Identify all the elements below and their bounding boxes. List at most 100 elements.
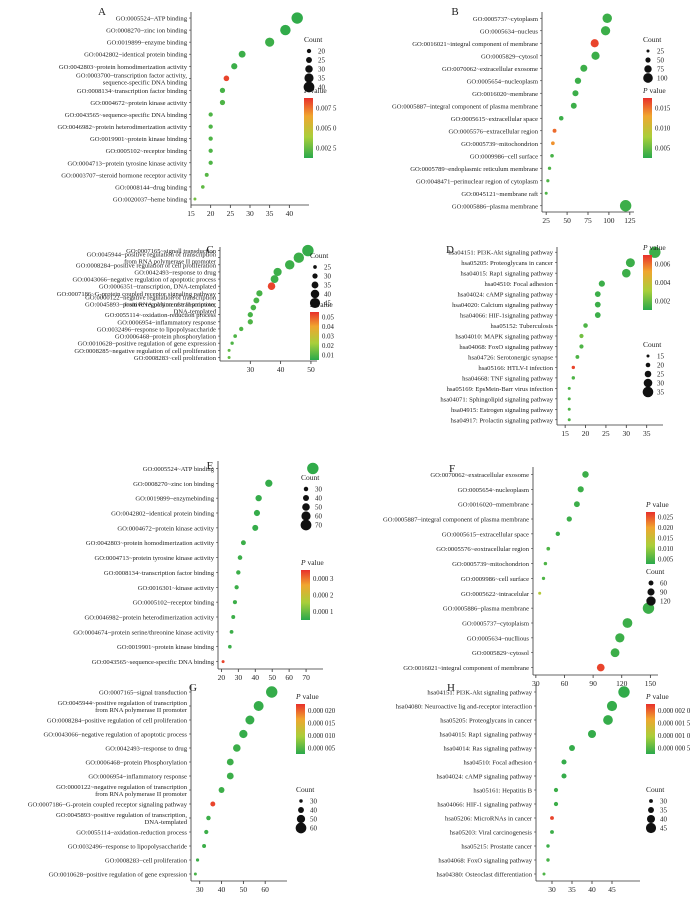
term-label: hsa04066: HIF-1 signaling pathway — [437, 802, 532, 809]
panel-letter: D — [446, 244, 454, 256]
data-point — [610, 648, 620, 658]
data-point — [208, 148, 213, 153]
data-point — [600, 26, 611, 36]
data-point — [574, 77, 582, 84]
data-point — [253, 297, 260, 304]
term-label: GO:0004672~protein kinase activity — [90, 100, 187, 107]
term-label: from RNA polymerase II promoter — [95, 707, 188, 714]
x-tick-label: 40 — [286, 209, 294, 218]
term-label: hsa04066: HIF-1signaling pathway — [460, 313, 554, 320]
term-label: GO:0008134~transcription factor binding — [77, 88, 188, 95]
pvalue-tick-label: 0.01 — [322, 353, 334, 360]
term-label: hsa04015: Rap1 signaling pathway — [461, 271, 554, 278]
term-label: GO:0005886~plasma membrane — [452, 203, 538, 210]
term-label: hsa05205: Proteoglycans in cancer — [440, 718, 533, 725]
count-legend-label: 30 — [315, 486, 323, 494]
term-label: hsa04014: Ras signaling pathway — [444, 746, 533, 753]
term-label: GO:0016301~kinase activity — [138, 585, 215, 592]
pvalue-colorbar — [310, 312, 319, 360]
x-tick-label: 20 — [218, 673, 226, 682]
count-legend-title: Count — [310, 251, 329, 260]
x-tick-label: 35 — [568, 885, 576, 894]
term-label: from RNA polymerase II promoter — [95, 791, 188, 798]
data-point — [567, 418, 571, 422]
count-legend-dot — [295, 822, 307, 834]
pvalue-tick-label: 0.000 020 — [308, 708, 336, 715]
term-label: GO:0019901~protein kinase binding — [90, 136, 188, 143]
pvalue-colorbar — [304, 98, 313, 158]
pvalue-tick-label: 0.05 — [322, 314, 334, 321]
term-label: GO:0004713~protein tyrosine kinase activ… — [95, 555, 215, 562]
data-point — [598, 280, 605, 287]
data-point — [265, 479, 273, 487]
term-label: GO:0043066~negative regulation of apopto… — [44, 732, 188, 739]
count-legend-dot — [643, 378, 653, 388]
term-label: GO:0045893~positive regulation of transc… — [56, 812, 187, 819]
term-label: GO:0045893~positive regulation of transc… — [85, 302, 216, 309]
data-point — [553, 787, 559, 793]
count-legend-label: 25 — [657, 371, 665, 379]
term-label: GO:0004672~protein kinase activity — [117, 525, 214, 532]
data-point — [550, 153, 554, 158]
term-label: GO:0016020~mmembrane — [458, 502, 529, 509]
data-point — [561, 759, 567, 765]
count-legend-dot — [646, 814, 656, 824]
data-point — [558, 115, 564, 121]
term-label: GO:0019899~enzyme binding — [107, 40, 188, 47]
data-point — [236, 570, 241, 575]
term-label: GO:0046982~protein heterodimerization ac… — [84, 615, 214, 622]
count-legend-dot — [302, 494, 310, 502]
data-point — [579, 344, 584, 349]
pvalue-colorbar — [643, 98, 652, 158]
term-label: hsa05206: MicroRNAs in cancer — [445, 816, 533, 823]
data-point — [195, 858, 200, 862]
x-tick-label: 40 — [252, 673, 260, 682]
term-label: GO:0042493~response to drug — [134, 269, 216, 276]
count-legend-dot — [313, 265, 317, 269]
data-point — [219, 87, 226, 94]
term-label: GO:0070062~extracellular exosome — [442, 66, 538, 73]
x-tick-label: 50 — [240, 885, 248, 894]
pvalue-legend-title: P value — [300, 558, 324, 567]
pvalue-tick-label: 0.000 002 0 — [658, 708, 691, 715]
data-point — [221, 660, 225, 664]
term-label: GO:0043066~negative regulation of apopto… — [73, 277, 217, 284]
term-label: GO:0004674~protein serine/threonine kina… — [73, 629, 214, 636]
term-label: GO:0045121~membrane raft — [461, 191, 538, 198]
data-point — [232, 600, 237, 605]
data-point — [293, 252, 305, 263]
term-label: hsa04080: Neuroactive lig and-receptor i… — [396, 704, 533, 711]
term-label: GO:0005615~extracellular space — [451, 116, 538, 123]
term-label: GO:0005829~cytosol — [472, 650, 529, 657]
count-legend-label: 40 — [324, 291, 332, 299]
data-point — [561, 773, 567, 779]
pvalue-tick-label: 0.005 — [655, 146, 671, 153]
data-point — [546, 546, 551, 551]
x-tick-label: 50 — [563, 216, 571, 225]
term-label: GO:0005524~ATP binding — [116, 16, 188, 23]
term-label: hsa05152: Tuberculosis — [491, 323, 554, 330]
data-point — [567, 397, 571, 401]
count-legend-dot — [645, 362, 651, 368]
data-point — [591, 51, 600, 60]
count-legend-title: Count — [296, 785, 315, 794]
term-label: GO:0005886~plasma membrane — [443, 606, 529, 613]
count-legend-dot — [303, 486, 309, 492]
data-point — [206, 815, 211, 821]
count-legend-title: Count — [304, 35, 323, 44]
data-point — [302, 244, 314, 257]
count-legend-label: 30 — [660, 798, 668, 806]
data-point — [267, 282, 276, 290]
data-point — [280, 24, 291, 36]
term-label: GO:0005654~nucleoplasm — [467, 78, 539, 85]
data-point — [553, 801, 559, 807]
term-label: GO:0009986~cell surface — [470, 153, 538, 160]
data-point — [546, 858, 550, 862]
term-label: GO:0005576~eoxtracellular region — [436, 546, 529, 553]
count-legend-label: 40 — [310, 807, 318, 815]
term-label: GO:0005829~cytosol — [481, 53, 538, 60]
count-legend-title: Count — [643, 340, 662, 349]
x-tick-label: 30 — [532, 679, 540, 688]
